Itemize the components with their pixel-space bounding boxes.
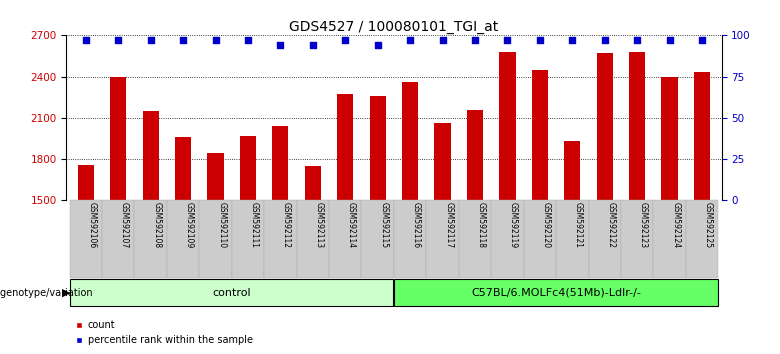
Bar: [434, 122, 451, 200]
Point: [663, 38, 675, 43]
Text: GSM592115: GSM592115: [379, 202, 388, 249]
Bar: [654, 200, 686, 278]
Text: GSM592122: GSM592122: [606, 202, 615, 249]
Point: [242, 38, 254, 43]
Bar: [427, 200, 459, 278]
Bar: [523, 200, 556, 278]
Bar: [337, 95, 353, 200]
Text: GSM592123: GSM592123: [639, 202, 647, 249]
Text: GSM592114: GSM592114: [347, 202, 356, 249]
Point: [339, 38, 352, 43]
Bar: [394, 279, 718, 307]
Text: GSM592117: GSM592117: [444, 202, 453, 249]
Bar: [370, 96, 386, 200]
Point: [112, 38, 125, 43]
Text: GSM592107: GSM592107: [120, 202, 129, 249]
Bar: [589, 200, 621, 278]
Text: genotype/variation: genotype/variation: [0, 288, 96, 298]
Text: GSM592109: GSM592109: [185, 202, 193, 249]
Bar: [305, 166, 321, 200]
Text: GSM592121: GSM592121: [574, 202, 583, 249]
Point: [696, 38, 708, 43]
Text: control: control: [212, 288, 251, 298]
Bar: [402, 82, 418, 200]
Point: [469, 38, 481, 43]
Legend: count, percentile rank within the sample: count, percentile rank within the sample: [71, 316, 257, 349]
Bar: [167, 200, 199, 278]
Bar: [296, 200, 329, 278]
Point: [177, 38, 190, 43]
Point: [371, 42, 384, 48]
Bar: [207, 153, 224, 200]
Bar: [629, 52, 645, 200]
Bar: [459, 200, 491, 278]
Bar: [556, 200, 589, 278]
Bar: [597, 53, 613, 200]
Point: [404, 38, 417, 43]
Bar: [564, 141, 580, 200]
Bar: [143, 111, 159, 200]
Bar: [78, 165, 94, 200]
Bar: [499, 52, 516, 200]
Point: [436, 38, 448, 43]
Bar: [491, 200, 523, 278]
Text: GSM592124: GSM592124: [672, 202, 680, 249]
Bar: [361, 200, 394, 278]
Point: [631, 38, 644, 43]
Bar: [110, 76, 126, 200]
Text: GSM592106: GSM592106: [87, 202, 97, 249]
Point: [598, 38, 611, 43]
Bar: [694, 73, 710, 200]
Bar: [272, 126, 289, 200]
Bar: [264, 200, 296, 278]
Text: GSM592110: GSM592110: [217, 202, 226, 249]
Bar: [199, 200, 232, 278]
Bar: [239, 136, 256, 200]
Text: ▶: ▶: [62, 288, 70, 298]
Text: GSM592118: GSM592118: [477, 202, 486, 249]
Bar: [467, 110, 483, 200]
Point: [144, 38, 157, 43]
Point: [307, 42, 319, 48]
Bar: [134, 200, 167, 278]
Point: [274, 42, 286, 48]
Point: [502, 38, 514, 43]
Bar: [329, 200, 361, 278]
Title: GDS4527 / 100080101_TGI_at: GDS4527 / 100080101_TGI_at: [289, 21, 498, 34]
Text: GSM592125: GSM592125: [704, 202, 713, 249]
Bar: [686, 200, 718, 278]
Bar: [69, 200, 102, 278]
Bar: [532, 70, 548, 200]
Bar: [69, 279, 393, 307]
Bar: [102, 200, 134, 278]
Text: GSM592111: GSM592111: [250, 202, 258, 249]
Text: GSM592116: GSM592116: [412, 202, 420, 249]
Text: GSM592108: GSM592108: [152, 202, 161, 249]
Bar: [175, 137, 191, 200]
Text: GSM592120: GSM592120: [541, 202, 551, 249]
Text: C57BL/6.MOLFc4(51Mb)-Ldlr-/-: C57BL/6.MOLFc4(51Mb)-Ldlr-/-: [471, 288, 641, 298]
Point: [209, 38, 222, 43]
Point: [80, 38, 92, 43]
Text: GSM592119: GSM592119: [509, 202, 518, 249]
Bar: [232, 200, 264, 278]
Bar: [394, 200, 427, 278]
Point: [566, 38, 579, 43]
Bar: [661, 76, 678, 200]
Text: GSM592112: GSM592112: [282, 202, 291, 249]
Text: GSM592113: GSM592113: [314, 202, 324, 249]
Point: [534, 38, 546, 43]
Bar: [621, 200, 654, 278]
